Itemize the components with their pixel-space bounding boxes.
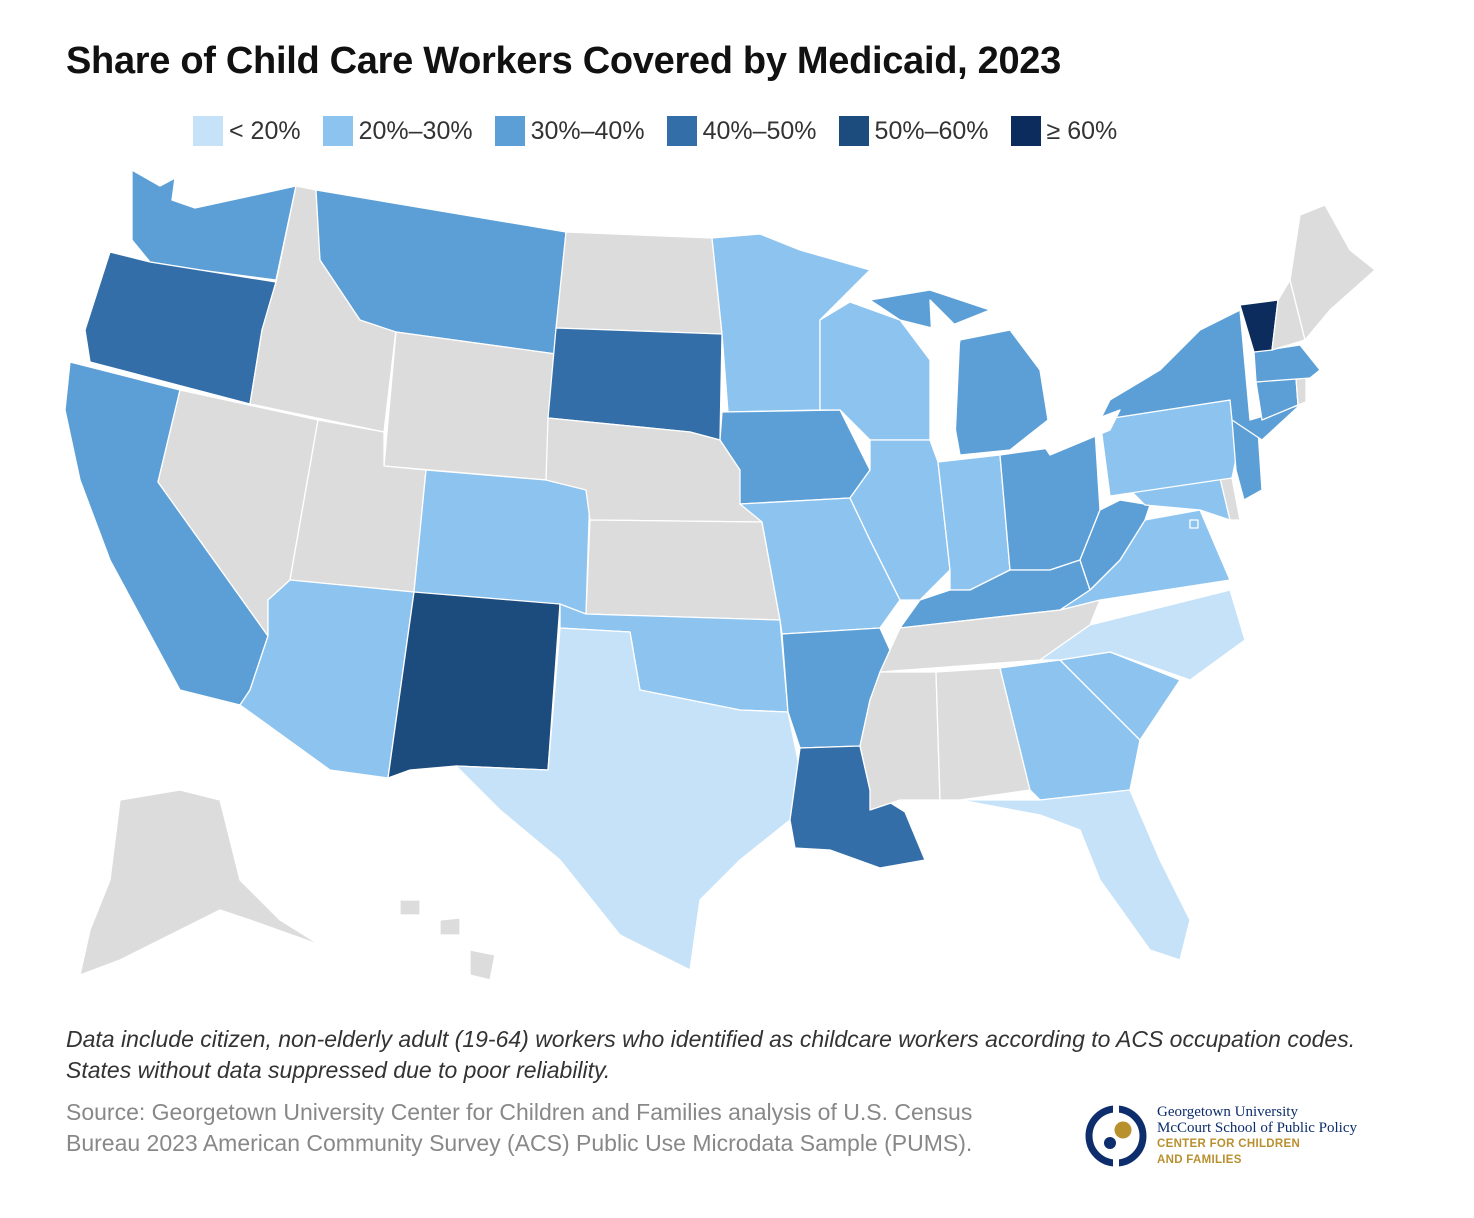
state-me [1289, 204, 1376, 341]
great-lake-1 [1039, 409, 1121, 456]
state-nc [1039, 589, 1246, 681]
state-ma [1253, 344, 1321, 383]
georgetown-logo: Georgetown University McCourt School of … [1085, 1104, 1357, 1168]
logo-line: CENTER FOR CHILDREN [1157, 1138, 1301, 1150]
legend-swatch [193, 116, 223, 146]
legend-swatch [494, 116, 525, 146]
great-lake-0 [929, 299, 961, 451]
legend-swatch [1010, 116, 1041, 146]
state-tx [455, 627, 801, 971]
state-il [849, 439, 951, 601]
legend-item-30-40: 30%–40% [494, 116, 645, 146]
state-ms [859, 671, 941, 811]
logo-line: McCourt School of Public Policy [1157, 1120, 1357, 1136]
logo-text: Georgetown University McCourt School of … [1157, 1104, 1357, 1168]
legend: < 20% 20%–30% 30%–40% 40%–50% 50%–60% ≥ … [193, 116, 1139, 146]
chart-title: Share of Child Care Workers Covered by M… [66, 40, 1061, 82]
logo-mark-icon [1085, 1105, 1147, 1167]
state-nm [387, 591, 561, 779]
legend-item-gte60: ≥ 60% [1010, 116, 1118, 146]
legend-swatch [838, 116, 869, 146]
state-ri [1295, 377, 1307, 406]
legend-label: < 20% [229, 116, 301, 145]
legend-label: ≥ 60% [1046, 116, 1118, 145]
logo-line: AND FAMILIES [1157, 1154, 1242, 1166]
state-fl [959, 789, 1191, 961]
state-ks [585, 519, 781, 621]
logo-line: Georgetown University [1157, 1104, 1298, 1120]
state-ny [1099, 309, 1301, 441]
legend-item-lt20: < 20% [193, 116, 301, 146]
state-dc [1189, 519, 1199, 529]
legend-label: 30%–40% [530, 116, 645, 145]
state-al [935, 667, 1031, 801]
state-nd [555, 231, 723, 335]
state-ak [79, 789, 321, 976]
state-ct [1255, 377, 1299, 421]
state-wy [383, 331, 557, 481]
state-ia [719, 409, 871, 505]
legend-swatch [666, 116, 697, 146]
state-co [413, 469, 591, 615]
us-map [64, 169, 1376, 981]
legend-label: 20%–30% [358, 116, 473, 145]
state-hi [399, 899, 496, 981]
legend-item-50-60: 50%–60% [838, 116, 989, 146]
state-wv [1079, 499, 1151, 591]
legend-swatch [322, 116, 353, 146]
legend-item-20-30: 20%–30% [322, 116, 473, 146]
legend-label: 40%–50% [702, 116, 817, 145]
source-note: Source: Georgetown University Center for… [66, 1099, 973, 1156]
data-note: Data include citizen, non-elderly adult … [66, 1026, 1356, 1083]
legend-label: 50%–60% [874, 116, 989, 145]
legend-item-40-50: 40%–50% [666, 116, 817, 146]
